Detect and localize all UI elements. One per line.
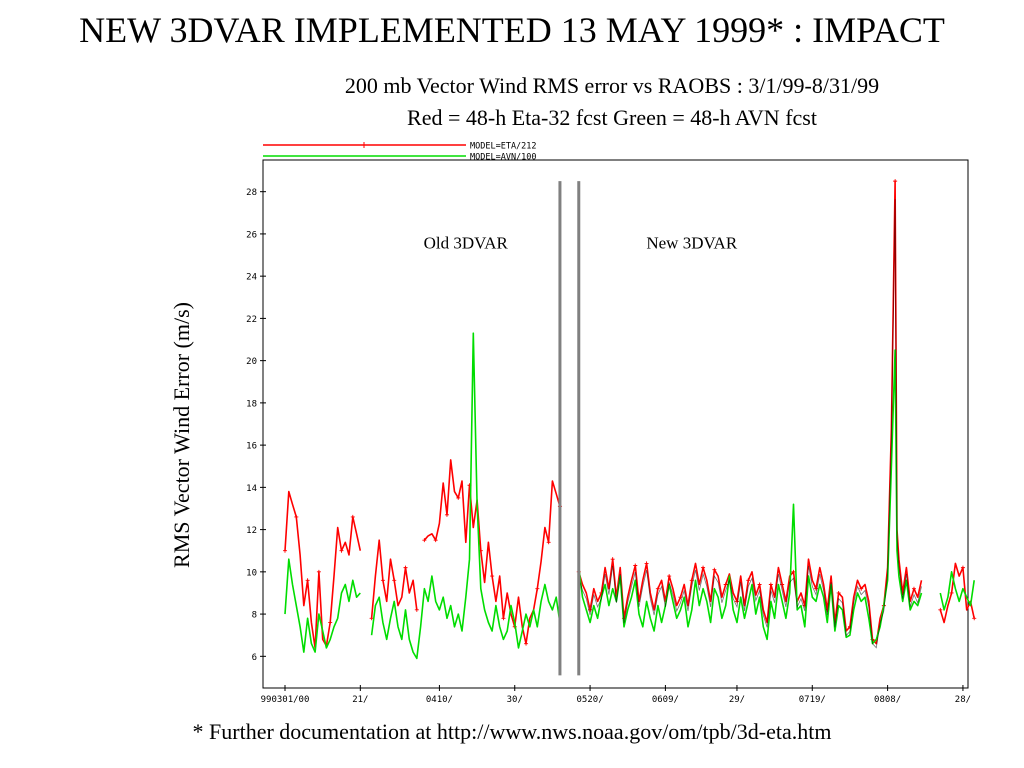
data-point-marker — [283, 548, 287, 553]
data-point-marker — [524, 641, 529, 646]
data-point-marker — [893, 179, 898, 184]
data-point-marker — [768, 582, 773, 587]
y-tick-label: 14 — [246, 484, 257, 494]
data-point-marker — [316, 569, 321, 574]
x-tick-label: 0410/ — [426, 695, 453, 705]
legend-label: MODEL=ETA/212 — [470, 142, 537, 152]
data-point-marker — [723, 582, 728, 587]
chart-subtitle-line1: 200 mb Vector Wind RMS error vs RAOBS : … — [344, 73, 880, 98]
series-line — [578, 349, 923, 645]
data-point-marker — [938, 607, 943, 612]
data-point-marker — [501, 616, 506, 621]
data-point-marker — [791, 569, 796, 574]
data-point-marker — [328, 620, 333, 625]
data-point-marker — [746, 578, 751, 583]
data-point-marker — [972, 616, 977, 621]
data-point-marker — [422, 538, 427, 543]
data-point-marker — [414, 607, 419, 612]
y-tick-label: 20 — [246, 357, 257, 367]
data-point-marker — [667, 574, 672, 579]
data-point-marker — [960, 565, 965, 570]
chart-subtitle-line2: Red = 48-h Eta-32 fcst Green = 48-h AVN … — [407, 105, 817, 130]
data-point-marker — [456, 495, 461, 500]
period-annotation: New 3DVAR — [646, 234, 737, 253]
data-point-marker — [911, 586, 916, 591]
data-point-marker — [535, 586, 540, 591]
y-tick-label: 10 — [246, 568, 257, 578]
data-point-marker — [644, 561, 649, 566]
data-point-marker — [633, 563, 638, 568]
series-line — [284, 490, 362, 649]
x-tick-label: 28/ — [955, 695, 971, 705]
period-annotation: Old 3DVAR — [424, 234, 509, 253]
y-tick-label: 24 — [246, 273, 257, 283]
y-tick-label: 12 — [246, 526, 257, 536]
x-tick-label: 21/ — [352, 695, 368, 705]
x-tick-label: 990301/00 — [261, 695, 310, 705]
series-line — [939, 562, 975, 624]
data-point-marker — [949, 590, 954, 595]
data-point-marker — [392, 578, 397, 583]
x-tick-label: 0719/ — [799, 695, 826, 705]
x-tick-label: 0609/ — [652, 695, 679, 705]
legend-label: MODEL=AVN/100 — [470, 153, 537, 163]
series-line — [284, 558, 361, 653]
data-point-marker — [369, 616, 374, 621]
data-point-marker — [490, 574, 495, 579]
x-tick-label: 30/ — [507, 695, 523, 705]
y-tick-label: 28 — [246, 188, 257, 198]
x-tick-label: 0808/ — [874, 695, 901, 705]
data-point-marker — [444, 512, 449, 517]
data-point-marker — [859, 586, 864, 591]
x-tick-label: 29/ — [729, 695, 745, 705]
y-tick-label: 26 — [246, 230, 257, 240]
y-tick-label: 8 — [252, 611, 257, 621]
footnote: * Further documentation at http://www.nw… — [192, 719, 832, 744]
page-title: NEW 3DVAR IMPLEMENTED 13 MAY 1999* : IMP… — [79, 10, 945, 50]
plot-frame — [262, 159, 969, 689]
data-point-marker — [610, 557, 615, 562]
data-point-marker — [546, 540, 551, 545]
y-tick-label: 6 — [252, 653, 257, 663]
overlay-line — [578, 199, 922, 649]
series-line — [370, 332, 561, 660]
data-point-marker — [339, 548, 344, 553]
data-point-marker — [836, 590, 841, 595]
data-point-marker — [712, 567, 717, 572]
data-point-marker — [701, 565, 706, 570]
data-point-marker — [294, 514, 299, 519]
data-point-marker — [655, 586, 660, 591]
x-tick-label: 0520/ — [577, 695, 604, 705]
y-tick-label: 18 — [246, 399, 257, 409]
data-point-marker — [433, 538, 438, 543]
data-point-marker — [380, 578, 385, 583]
y-tick-label: 16 — [246, 442, 257, 452]
y-tick-label: 22 — [246, 315, 257, 325]
series-line — [939, 570, 975, 611]
data-point-marker — [305, 578, 310, 583]
data-point-marker — [757, 582, 762, 587]
data-point-marker — [403, 565, 408, 570]
data-point-marker — [734, 599, 739, 604]
data-point-marker — [350, 514, 355, 519]
series-line — [578, 180, 923, 645]
